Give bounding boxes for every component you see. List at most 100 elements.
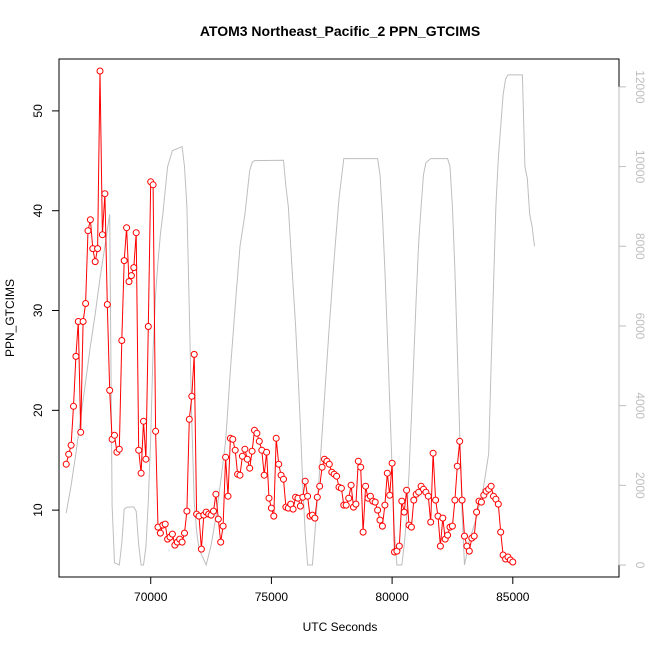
data-point xyxy=(473,508,481,516)
data-point xyxy=(267,504,275,512)
data-point xyxy=(168,530,176,538)
data-point xyxy=(272,434,280,442)
data-point xyxy=(477,498,485,506)
y-tick-label: 10 xyxy=(31,503,45,517)
data-point xyxy=(388,459,396,467)
data-point xyxy=(325,460,333,468)
data-point xyxy=(470,532,478,540)
data-point xyxy=(91,258,99,266)
x-axis-label: UTC Seconds xyxy=(303,620,378,634)
x-tick-label: 75000 xyxy=(255,590,289,604)
data-point xyxy=(374,506,382,514)
data-point xyxy=(345,494,353,502)
data-point xyxy=(222,453,230,461)
data-point xyxy=(135,446,143,454)
y-tick-label: 30 xyxy=(31,304,45,318)
data-point xyxy=(178,538,186,546)
y-tick-label: 40 xyxy=(31,204,45,218)
data-point xyxy=(101,190,109,198)
data-point xyxy=(407,523,415,531)
data-point xyxy=(224,492,232,500)
data-point xyxy=(127,272,135,280)
data-point xyxy=(263,448,271,456)
data-point xyxy=(304,492,312,500)
data-point xyxy=(98,231,106,239)
data-point xyxy=(301,477,309,485)
data-point xyxy=(140,417,147,425)
data-point xyxy=(342,501,350,509)
y2-tick-label: 8000 xyxy=(633,233,647,260)
data-point xyxy=(494,500,502,508)
y2-tick-label: 4000 xyxy=(633,392,647,419)
data-point xyxy=(444,531,452,539)
data-point xyxy=(144,323,152,330)
series-primary xyxy=(62,67,517,566)
data-point xyxy=(188,392,196,400)
data-point xyxy=(183,507,191,515)
data-point xyxy=(357,463,365,471)
data-point xyxy=(436,542,444,550)
x-tick-label: 85000 xyxy=(496,590,530,604)
data-point xyxy=(229,435,237,443)
data-point xyxy=(181,529,188,537)
data-point xyxy=(337,484,345,492)
data-point xyxy=(197,545,205,553)
data-point xyxy=(253,429,261,437)
data-point xyxy=(241,445,249,453)
data-point xyxy=(311,514,319,522)
data-point xyxy=(376,516,384,524)
y2-tick-label: 12000 xyxy=(633,70,647,104)
left-axis: 10 20 30 40 50 xyxy=(31,104,59,517)
data-point xyxy=(142,455,150,463)
data-point xyxy=(386,491,394,499)
data-point xyxy=(255,437,263,445)
data-point xyxy=(461,532,468,540)
data-point xyxy=(424,492,432,500)
data-point xyxy=(103,301,111,308)
data-point xyxy=(137,469,145,477)
data-point xyxy=(456,437,464,445)
primary-series-line xyxy=(65,70,514,563)
data-point xyxy=(94,245,102,253)
data-point xyxy=(333,472,341,480)
data-point xyxy=(152,427,160,435)
data-point xyxy=(210,507,217,515)
data-point xyxy=(362,482,370,490)
data-point xyxy=(123,224,131,232)
y2-tick-label: 6000 xyxy=(633,313,647,340)
data-point xyxy=(132,229,140,237)
data-point xyxy=(359,528,367,536)
data-point xyxy=(265,494,273,502)
data-point xyxy=(161,520,169,528)
data-point xyxy=(453,462,461,470)
data-point xyxy=(395,542,403,550)
y-tick-label: 50 xyxy=(31,104,45,118)
data-point xyxy=(275,460,283,468)
data-point xyxy=(398,497,406,505)
data-point xyxy=(383,469,391,477)
y-tick-label: 20 xyxy=(31,403,45,417)
data-point xyxy=(248,447,256,455)
data-point xyxy=(246,464,254,472)
data-point xyxy=(439,514,447,522)
data-point xyxy=(403,486,411,494)
data-point xyxy=(497,528,505,536)
data-point xyxy=(156,529,164,537)
data-point xyxy=(296,502,304,510)
data-point xyxy=(77,428,85,436)
data-point xyxy=(458,496,466,504)
data-point xyxy=(236,471,244,479)
data-point xyxy=(318,463,326,471)
data-point xyxy=(280,475,287,483)
y2-tick-label: 0 xyxy=(633,562,647,569)
data-point xyxy=(465,547,473,555)
data-point xyxy=(270,512,278,520)
right-axis: 0 2000 4000 6000 8000 10000 12000 xyxy=(618,70,647,569)
data-point xyxy=(371,498,379,506)
data-point xyxy=(352,500,360,508)
data-point xyxy=(316,482,324,490)
data-point xyxy=(289,505,297,513)
data-point xyxy=(381,501,389,509)
data-point xyxy=(429,449,437,457)
